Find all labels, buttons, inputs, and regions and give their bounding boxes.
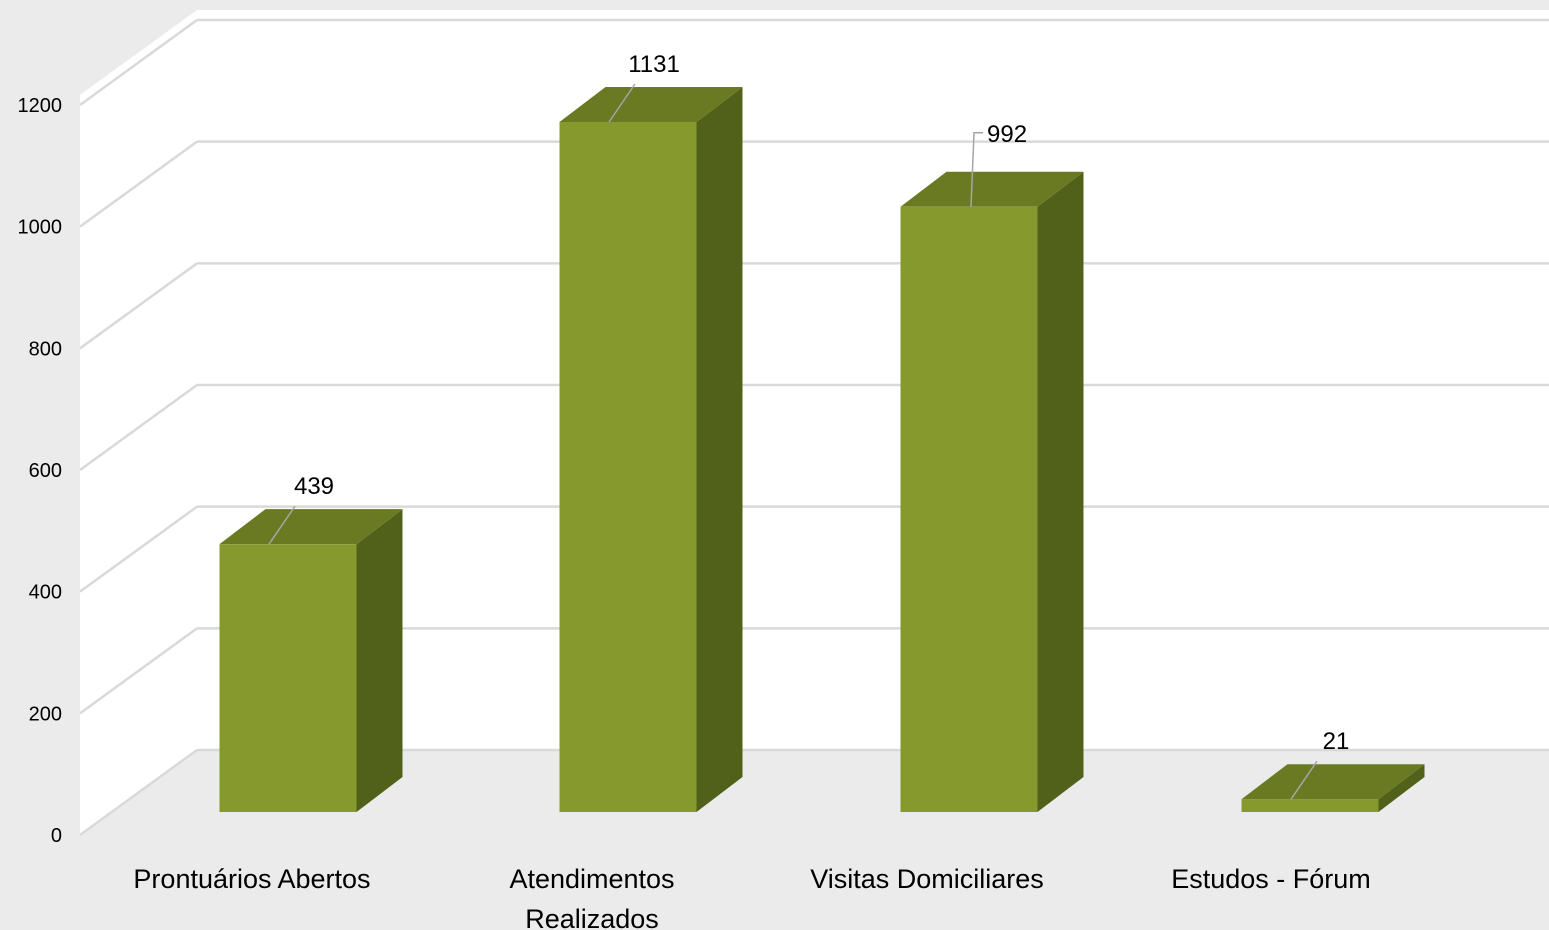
back-wall: [197, 10, 1549, 750]
bars: [219, 87, 1425, 813]
bar-side: [1037, 171, 1084, 813]
y-tick-label: 600: [29, 460, 62, 482]
bar-2: [900, 171, 1084, 813]
gridline-side: [79, 383, 198, 472]
x-axis: Prontuários Abertos Atendimentos Realizado…: [133, 864, 1370, 930]
bar-top: [1241, 764, 1425, 800]
x-tick-label: Realizados: [525, 904, 659, 930]
y-tick-label: 0: [51, 825, 62, 847]
y-tick-label: 1000: [18, 217, 63, 239]
side-wall: [80, 10, 197, 835]
data-labels: 439 1131 992 21: [268, 51, 1350, 800]
bar-top: [219, 509, 403, 545]
bar-side: [356, 509, 403, 812]
bar-top: [900, 171, 1084, 207]
leader-line: [608, 83, 636, 123]
y-tick-label: 200: [29, 703, 62, 725]
y-tick-label: 800: [29, 338, 62, 360]
bar-0: [219, 509, 403, 812]
gridline-side: [79, 262, 198, 350]
y-axis: 0 200 400 600 800 1000 1200: [18, 95, 63, 847]
plot-walls: [80, 10, 1549, 835]
leader-line: [970, 132, 983, 207]
bar-front: [559, 122, 697, 812]
bar-3: [1241, 764, 1425, 812]
bar-front: [900, 206, 1038, 813]
x-tick-label: Atendimentos: [509, 864, 674, 894]
leader-line: [1290, 760, 1318, 800]
x-tick-label: Estudos - Fórum: [1171, 864, 1371, 894]
gridline-side: [79, 627, 198, 715]
bar-top: [559, 87, 743, 122]
bar-side: [1378, 764, 1425, 812]
leader-line: [268, 505, 296, 545]
gridline-side: [79, 748, 198, 837]
data-label: 1131: [628, 51, 680, 78]
y-tick-label: 400: [29, 582, 62, 604]
gridline-side: [79, 505, 198, 593]
data-label: 21: [1323, 728, 1350, 755]
y-tick-label: 1200: [18, 95, 63, 117]
gridline-side: [79, 18, 198, 107]
bar-side: [696, 87, 743, 812]
gridlines: [79, 18, 1549, 837]
data-label: 992: [987, 121, 1027, 148]
bar-front: [1241, 799, 1379, 812]
bar-front: [219, 544, 357, 812]
x-tick-label: Prontuários Abertos: [133, 864, 370, 894]
bar-1: [559, 87, 743, 812]
gridline-side: [79, 140, 198, 228]
x-tick-label: Visitas Domiciliares: [810, 864, 1044, 894]
data-label: 439: [294, 473, 334, 500]
